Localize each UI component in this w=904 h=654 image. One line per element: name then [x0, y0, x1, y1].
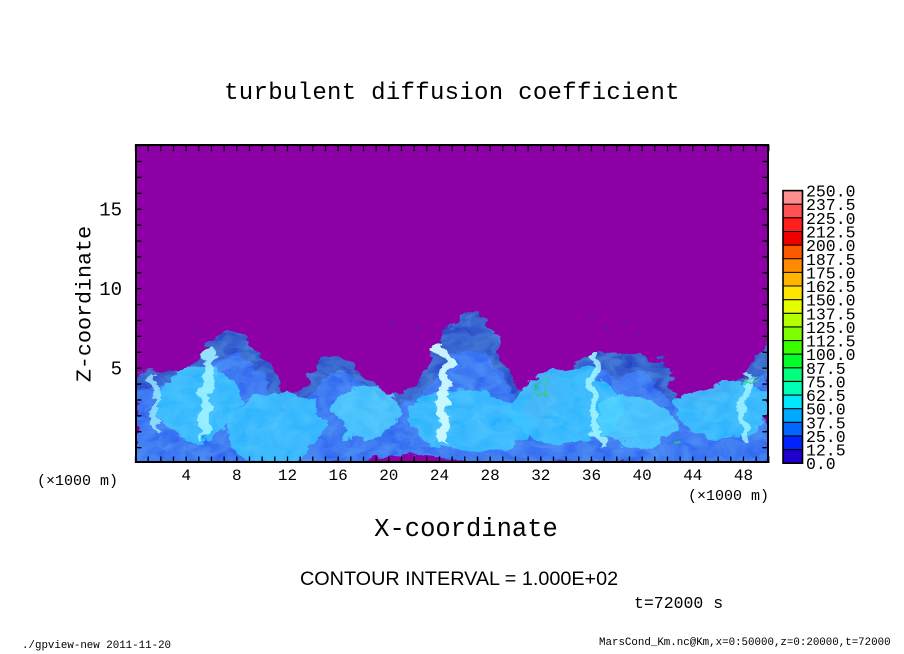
svg-text:20: 20: [379, 467, 398, 485]
svg-text:4: 4: [181, 467, 191, 485]
svg-text:X-coordinate: X-coordinate: [374, 515, 558, 544]
svg-text:t=72000 s: t=72000 s: [634, 594, 723, 613]
svg-text:15: 15: [99, 200, 122, 222]
svg-text:12: 12: [278, 467, 297, 485]
svg-text:8: 8: [232, 467, 242, 485]
svg-text:40: 40: [633, 467, 652, 485]
svg-text:CONTOUR INTERVAL = 1.000E+02: CONTOUR INTERVAL = 1.000E+02: [300, 568, 618, 590]
svg-text:16: 16: [329, 467, 348, 485]
svg-text:28: 28: [481, 467, 500, 485]
svg-text:(×1000 m): (×1000 m): [37, 473, 118, 490]
svg-text:MarsCond_Km.nc@Km,x=0:50000,z=: MarsCond_Km.nc@Km,x=0:50000,z=0:20000,t=…: [599, 637, 891, 649]
svg-text:48: 48: [734, 467, 753, 485]
svg-text:36: 36: [582, 467, 601, 485]
svg-text:./gpview-new 2011-11-20: ./gpview-new 2011-11-20: [22, 640, 171, 652]
svg-text:turbulent diffusion coefficien: turbulent diffusion coefficient: [224, 80, 680, 107]
svg-text:32: 32: [531, 467, 550, 485]
svg-text:Z-coordinate: Z-coordinate: [73, 226, 98, 382]
svg-text:(×1000 m): (×1000 m): [688, 488, 769, 505]
svg-text:24: 24: [430, 467, 449, 485]
svg-text:10: 10: [99, 279, 122, 301]
svg-text:44: 44: [683, 467, 702, 485]
svg-text:0.0: 0.0: [806, 455, 836, 474]
svg-text:5: 5: [111, 359, 122, 381]
